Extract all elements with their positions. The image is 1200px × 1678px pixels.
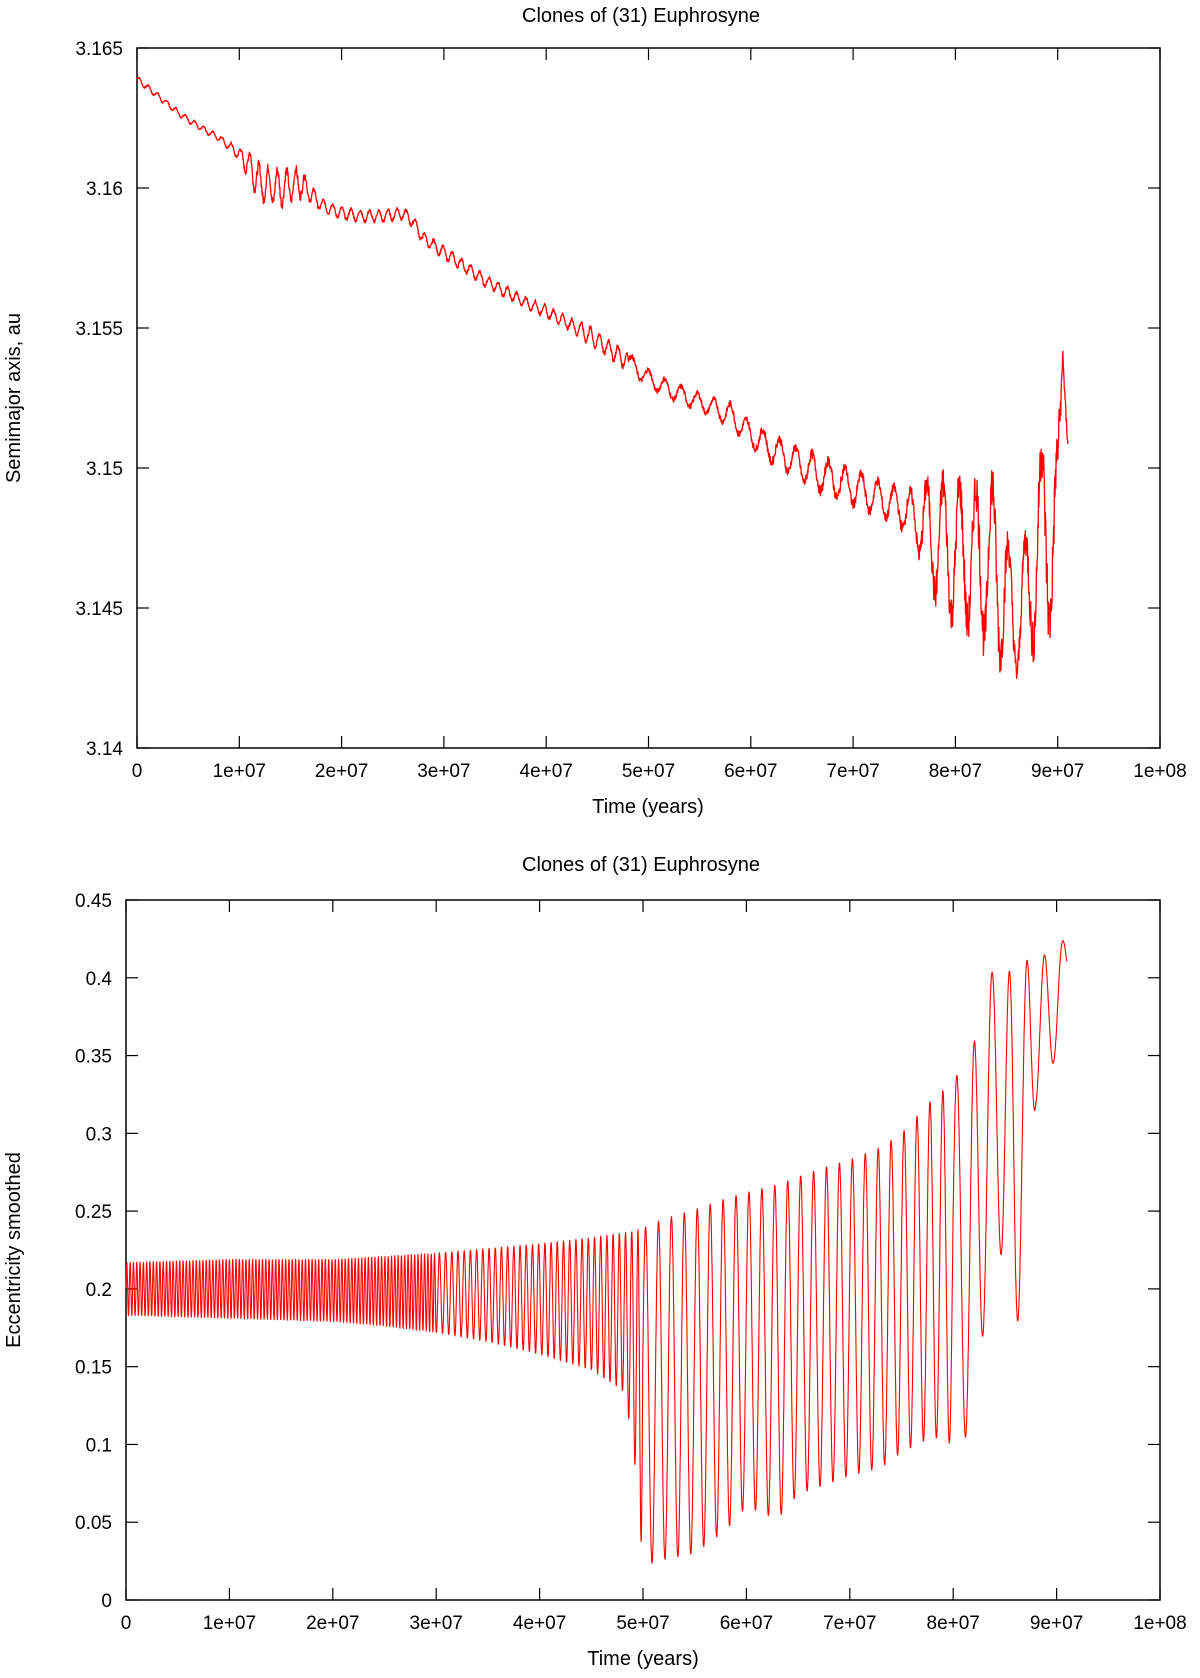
y-tick-label: 3.155: [75, 319, 123, 340]
x-tick-label: 1e+08: [1133, 1613, 1186, 1634]
x-tick-label: 7e+07: [823, 1613, 876, 1634]
eccentricity-line: [125, 940, 1068, 1564]
x-tick-label: 7e+07: [826, 761, 879, 782]
eccentricity-chart: Clones of (31) Euphrosyne 0 0.05 0.1 0.15 0.…: [3, 854, 1187, 1670]
semimajor-axis-chart: Clones of (31) Euphrosyne 3.143.1453.153…: [3, 5, 1187, 818]
y-tick-label: 0.45: [75, 891, 112, 912]
y-tick-label: 0.05: [75, 1513, 112, 1534]
x-tick-label: 4e+07: [513, 1613, 566, 1634]
y-tick-label: 3.15: [86, 459, 123, 480]
x-tick-label: 3e+07: [417, 761, 470, 782]
plot-area: [136, 76, 1069, 679]
chart-title: Clones of (31) Euphrosyne: [522, 5, 760, 27]
y-tick-label: 0.4: [86, 969, 113, 990]
plot-frame: [136, 47, 1161, 749]
y-tick-label: 3.14: [86, 739, 123, 760]
plot-area: [125, 940, 1068, 1564]
x-tick-label: 9e+07: [1031, 761, 1084, 782]
x-tick-labels: 0 1e+07 2e+07 3e+07 4e+07 5e+07 6e+07 7e+07 8e+0…: [121, 1613, 1187, 1634]
y-tick-labels: 0 0.05 0.1 0.15 0.2 0.25 0.3 0.35 0.4 0.45: [75, 891, 112, 1612]
axis-ticks: [136, 47, 1161, 749]
x-tick-label: 2e+07: [306, 1613, 359, 1634]
x-tick-label: 0: [132, 761, 143, 782]
x-tick-label: 5e+07: [622, 761, 675, 782]
x-tick-label: 6e+07: [724, 761, 777, 782]
y-tick-label: 0.1: [86, 1435, 112, 1456]
chart-title: Clones of (31) Euphrosyne: [522, 854, 760, 876]
y-tick-label: 3.145: [75, 599, 123, 620]
x-tick-label: 0: [121, 1613, 132, 1634]
x-tick-label: 9e+07: [1030, 1613, 1083, 1634]
y-axis-label: Semimajor axis, au: [3, 313, 25, 483]
y-axis-label: Eccentricity smoothed: [3, 1152, 25, 1348]
x-axis-label: Time (years): [587, 1648, 698, 1670]
semimajor-axis-line: [136, 76, 1069, 679]
y-tick-labels: 3.14 3.145 3.15 3.155 3.16 3.165: [75, 39, 123, 760]
x-tick-label: 8e+07: [927, 1613, 980, 1634]
x-tick-label: 1e+08: [1133, 761, 1186, 782]
y-tick-label: 0.3: [86, 1124, 112, 1145]
x-tick-label: 8e+07: [929, 761, 982, 782]
y-tick-label: 3.16: [86, 179, 123, 200]
y-tick-label: 3.165: [75, 39, 123, 60]
x-tick-label: 2e+07: [315, 761, 368, 782]
x-tick-labels: 0 1e+07 2e+07 3e+07 4e+07 5e+07 6e+07 7e+07 8e+0…: [132, 761, 1187, 782]
x-tick-label: 5e+07: [616, 1613, 669, 1634]
axis-ticks: [125, 899, 1161, 1601]
y-tick-label: 0: [101, 1591, 112, 1612]
x-tick-label: 1e+07: [203, 1613, 256, 1634]
y-tick-label: 0.2: [86, 1280, 112, 1301]
x-tick-label: 6e+07: [720, 1613, 773, 1634]
x-tick-label: 4e+07: [520, 761, 573, 782]
y-tick-label: 0.25: [75, 1202, 112, 1223]
x-axis-label: Time (years): [592, 796, 703, 818]
x-tick-label: 3e+07: [410, 1613, 463, 1634]
y-tick-label: 0.15: [75, 1358, 112, 1379]
y-tick-label: 0.35: [75, 1047, 112, 1068]
x-tick-label: 1e+07: [213, 761, 266, 782]
plot-frame: [125, 899, 1161, 1601]
